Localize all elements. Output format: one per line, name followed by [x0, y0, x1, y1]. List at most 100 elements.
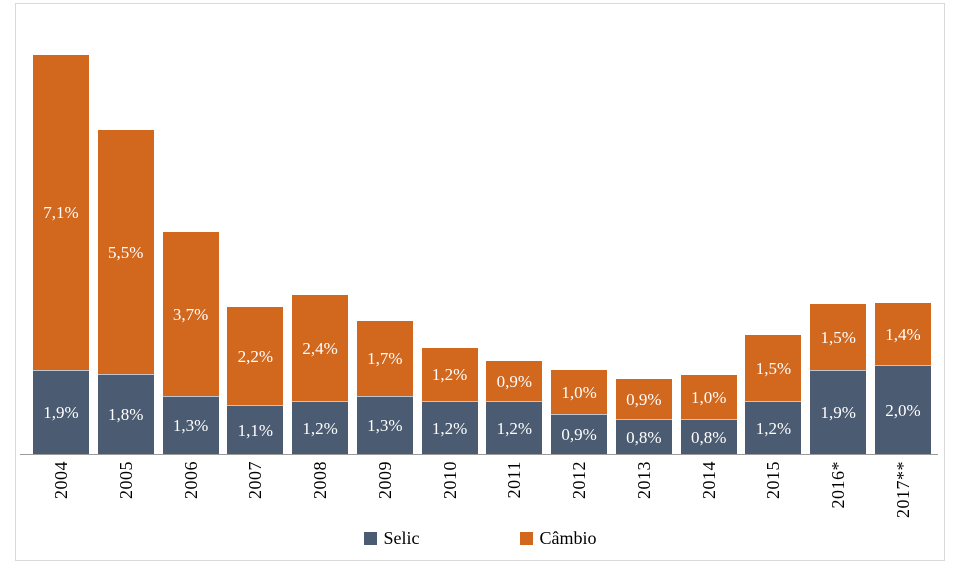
- bar-label-cambio: 5,5%: [108, 242, 144, 262]
- x-axis-label: 2010: [439, 461, 460, 499]
- bar-column: 1,2% 1,2%: [421, 348, 478, 454]
- bar-column: 3,7% 1,3%: [162, 232, 219, 454]
- x-axis-label-cell: 2004: [33, 461, 89, 531]
- bar-column: 0,9% 1,2%: [486, 361, 543, 454]
- legend-item-selic: Selic: [363, 528, 420, 548]
- bar-segment-selic: 0,8%: [680, 419, 737, 454]
- bar-segment-selic: 1,9%: [810, 370, 867, 454]
- x-axis-label: 2011: [504, 461, 525, 499]
- bar-segment-cambio: 1,5%: [745, 335, 802, 401]
- bar-segment-selic: 1,9%: [33, 370, 89, 454]
- bar-segment-cambio: 5,5%: [97, 130, 154, 374]
- legend-item-cambio: Câmbio: [519, 528, 597, 548]
- bar-label-cambio: 1,7%: [367, 349, 403, 368]
- legend: Selic Câmbio: [15, 529, 945, 547]
- x-axis-label-cell: 2010: [422, 461, 478, 531]
- x-axis-label: 2009: [374, 461, 395, 499]
- x-axis-label-cell: 2005: [98, 461, 154, 531]
- bar-label-selic: 1,3%: [367, 416, 403, 435]
- bar-segment-selic: 0,9%: [551, 414, 608, 454]
- bar-label-selic: 1,9%: [43, 403, 79, 422]
- x-axis-label-cell: 2011: [486, 461, 542, 531]
- bar-segment-selic: 1,3%: [162, 396, 219, 454]
- bar-segment-selic: 1,2%: [486, 401, 543, 454]
- x-axis-label-cell: 2008: [292, 461, 348, 531]
- bar-segment-selic: 2,0%: [874, 365, 931, 454]
- x-axis-label: 2004: [51, 461, 71, 499]
- bar-segment-cambio: 1,0%: [680, 375, 737, 419]
- bar-segment-selic: 1,1%: [227, 405, 284, 454]
- bar-segment-cambio: 1,2%: [421, 348, 478, 401]
- bar-segment-selic: 0,8%: [615, 419, 672, 454]
- bar-segment-cambio: 2,4%: [292, 295, 349, 401]
- bar-label-selic: 1,3%: [172, 416, 209, 435]
- bar-label-cambio: 1,5%: [755, 358, 792, 378]
- x-axis-label-cell: 2007: [227, 461, 283, 531]
- bar-segment-selic: 1,3%: [356, 396, 413, 454]
- legend-label-cambio: Câmbio: [539, 528, 597, 548]
- bar-column: 1,5% 1,9%: [810, 304, 867, 454]
- legend-swatch-selic: [363, 531, 377, 545]
- bar-column: 1,4% 2,0%: [874, 303, 931, 454]
- x-axis-label: 2017**: [892, 461, 913, 518]
- x-axis-labels: 2004 2005 2006 2007 2008 2009 2010 2011 2012 2013…: [20, 461, 938, 531]
- x-axis-label: 2005: [115, 461, 136, 499]
- x-axis-label: 2013: [633, 461, 654, 499]
- bar-label-cambio: 3,7%: [172, 304, 209, 324]
- x-axis-label: 2014: [698, 461, 719, 499]
- x-axis-label: 2016*: [828, 461, 849, 509]
- bar-column: 1,0% 0,9%: [551, 370, 608, 454]
- bar-column: 7,1% 1,9%: [33, 55, 89, 454]
- x-axis-label-cell: 2006: [163, 461, 219, 531]
- bar-label-selic: 0,9%: [561, 425, 597, 444]
- bar-label-selic: 0,8%: [626, 427, 662, 447]
- legend-label-selic: Selic: [383, 528, 420, 548]
- bar-segment-cambio: 0,9%: [615, 379, 672, 419]
- x-axis-label-cell: 2014: [681, 461, 737, 531]
- bar-label-cambio: 1,5%: [820, 327, 856, 347]
- bar-segment-selic: 1,2%: [421, 401, 478, 454]
- bar-label-cambio: 7,1%: [43, 203, 79, 222]
- bar-column: 0,9% 0,8%: [615, 379, 672, 454]
- bar-segment-cambio: 3,7%: [162, 232, 219, 396]
- bar-segment-cambio: 2,2%: [227, 307, 284, 405]
- x-axis-label-cell: 2012: [551, 461, 607, 531]
- bar-label-selic: 0,8%: [690, 427, 727, 447]
- bar-label-cambio: 1,4%: [885, 324, 921, 344]
- bar-label-selic: 1,2%: [496, 418, 533, 438]
- bar-label-selic: 1,2%: [302, 418, 338, 438]
- bar-column: 1,7% 1,3%: [356, 321, 413, 454]
- bar-label-selic: 1,2%: [431, 418, 468, 438]
- bar-label-cambio: 1,2%: [431, 365, 468, 384]
- x-axis-label: 2007: [245, 461, 266, 499]
- bar-label-cambio: 0,9%: [496, 371, 533, 391]
- bar-label-selic: 1,1%: [237, 420, 273, 440]
- x-axis-label: 2015: [763, 461, 784, 499]
- bar-label-selic: 1,8%: [108, 405, 144, 424]
- bar-segment-cambio: 1,0%: [551, 370, 608, 414]
- x-axis-label: 2008: [310, 461, 331, 499]
- legend-swatch-cambio: [519, 531, 533, 545]
- bar-column: 2,2% 1,1%: [227, 307, 284, 454]
- bar-segment-selic: 1,8%: [97, 374, 154, 454]
- bar-label-selic: 2,0%: [885, 400, 921, 420]
- x-axis-label: 2012: [569, 461, 590, 499]
- bar-segment-selic: 1,2%: [745, 401, 802, 454]
- bar-segment-cambio: 1,7%: [356, 321, 413, 396]
- bar-column: 2,4% 1,2%: [292, 295, 349, 454]
- bar-label-cambio: 0,9%: [626, 389, 662, 409]
- bar-label-selic: 1,9%: [820, 403, 856, 422]
- x-axis-label-cell: 2009: [357, 461, 413, 531]
- bar-label-cambio: 1,0%: [690, 387, 727, 407]
- bar-label-selic: 1,2%: [755, 418, 792, 438]
- bar-column: 1,5% 1,2%: [745, 335, 802, 454]
- bar-segment-cambio: 1,5%: [810, 304, 867, 370]
- bar-segment-cambio: 7,1%: [33, 55, 89, 370]
- bar-label-cambio: 1,0%: [561, 382, 597, 402]
- x-axis-label-cell: 2013: [616, 461, 672, 531]
- bar-label-cambio: 2,2%: [237, 346, 273, 366]
- bar-segment-selic: 1,2%: [292, 401, 349, 454]
- bar-segment-cambio: 1,4%: [874, 303, 931, 365]
- bar-label-cambio: 2,4%: [302, 338, 338, 358]
